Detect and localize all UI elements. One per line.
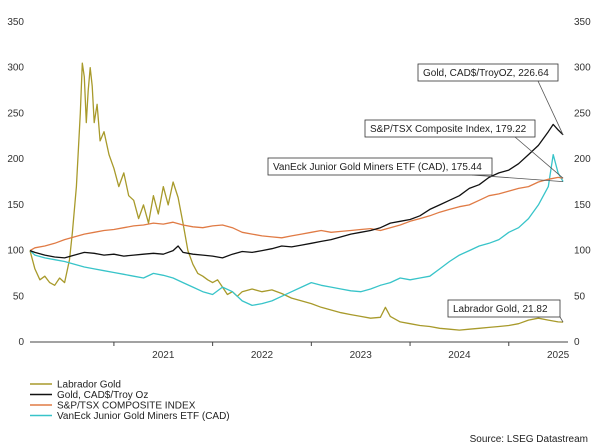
callout-box: [267, 157, 493, 176]
callout-layer: Gold, CAD$/TroyOZ, 226.64 S&P/TSX Composi…: [267, 63, 564, 323]
callout-leader: [537, 80, 564, 135]
legend-label: Gold, CAD$/Troy Oz: [57, 390, 148, 401]
y-right-tick-label: 0: [574, 337, 580, 348]
y-left-tick-label: 300: [7, 63, 24, 74]
series-line-0: [29, 62, 564, 331]
x-tick-label: 2024: [448, 350, 471, 361]
y-left-tick-label: 0: [18, 337, 24, 348]
y-right-tick-label: 350: [574, 17, 591, 28]
x-tick-label: 2023: [350, 350, 373, 361]
series-layer: [29, 62, 564, 331]
callout-label: Labrador Gold, 21.82: [453, 304, 548, 315]
y-axis-right: 0 50 100 150 200 250 300 350: [574, 17, 591, 348]
source-note: Source: LSEG Datastream: [470, 434, 588, 445]
y-left-tick-label: 100: [7, 246, 24, 257]
y-left-tick-label: 50: [13, 291, 25, 302]
legend-label: VanEck Junior Gold Miners ETF (CAD): [57, 411, 230, 422]
series-line-1: [29, 123, 564, 259]
callout-label: Gold, CAD$/TroyOZ, 226.64: [423, 68, 549, 79]
series-line-3: [29, 153, 564, 307]
series-line-2: [29, 176, 564, 252]
y-left-tick-label: 250: [7, 108, 24, 119]
callout-box: [364, 119, 536, 138]
y-left-tick-label: 200: [7, 154, 24, 165]
y-right-tick-label: 200: [574, 154, 591, 165]
x-tick-label: 2025: [547, 350, 570, 361]
callout-leader: [559, 316, 564, 323]
callout-leader: [514, 136, 564, 179]
y-right-tick-label: 100: [574, 246, 591, 257]
y-axis-left: 0 50 100 150 200 250 300 350: [7, 17, 24, 348]
y-right-tick-label: 250: [574, 108, 591, 119]
x-axis: 2021 2022 2023 2024 2025: [30, 341, 570, 361]
callout-leader: [471, 174, 564, 182]
legend-label: Labrador Gold: [57, 380, 121, 391]
callout-box: [447, 299, 561, 318]
callout-label: S&P/TSX Composite Index, 179.22: [370, 124, 527, 135]
y-right-tick-label: 50: [574, 291, 586, 302]
x-tick-label: 2021: [152, 350, 175, 361]
x-tick-label: 2022: [251, 350, 274, 361]
legend-label: S&P/TSX COMPOSITE INDEX: [57, 401, 196, 412]
y-right-tick-label: 150: [574, 200, 591, 211]
y-left-tick-label: 150: [7, 200, 24, 211]
callout-box: [417, 63, 559, 82]
callout-label: VanEck Junior Gold Miners ETF (CAD), 175…: [273, 162, 482, 173]
y-right-tick-label: 300: [574, 63, 591, 74]
y-left-tick-label: 350: [7, 17, 24, 28]
